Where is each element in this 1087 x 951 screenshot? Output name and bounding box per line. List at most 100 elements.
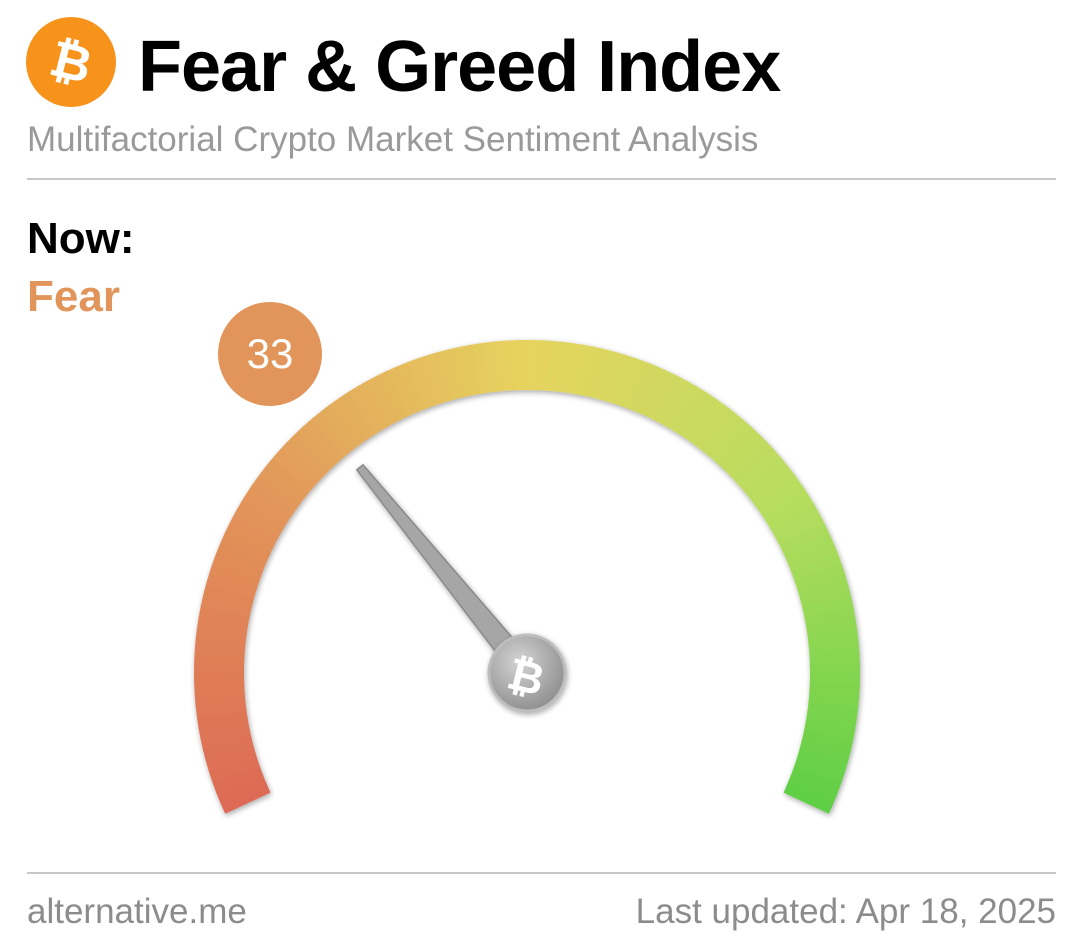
gauge-arc-segment <box>592 349 617 401</box>
gauge-arc-segment <box>743 458 790 500</box>
gauge-arc-segment <box>258 465 306 506</box>
gauge-arc-segment <box>303 417 346 464</box>
page-title: Fear & Greed Index <box>138 27 781 107</box>
gauge-arc-segment <box>804 607 856 628</box>
gauge-arc-segment <box>396 361 427 413</box>
gauge-hub: ₿ <box>487 633 567 713</box>
gauge-arc-segment <box>198 719 250 740</box>
gauge-arc-segment <box>215 773 267 804</box>
source-link[interactable]: alternative.me <box>27 892 247 931</box>
gauge-arc-segment <box>807 701 859 720</box>
gauge-arc-segment <box>220 531 271 563</box>
gauge-arc-segment <box>536 340 551 391</box>
gauge-arc-segment <box>202 583 255 608</box>
gauge-arc-segment <box>208 562 261 590</box>
gauge-arc-segment <box>803 720 856 742</box>
gauge-arc-segment <box>407 357 436 409</box>
gauge-arc-segment <box>200 594 252 618</box>
gauge-arc-segment <box>252 474 300 514</box>
gauge-arc-segment <box>749 466 797 507</box>
gauge-arc-segment <box>800 585 852 610</box>
gauge-arc-segment <box>809 682 860 698</box>
gauge-arc-segment <box>654 375 689 426</box>
gauge-arc-segment <box>786 775 838 806</box>
gauge-arc-segment <box>449 346 473 398</box>
gauge-arc-segment <box>200 728 252 751</box>
gauge-arc-segment <box>796 748 849 774</box>
gauge-arc-segment <box>797 574 849 601</box>
gauge-arc-segment <box>783 533 835 565</box>
gauge-arc-segment <box>194 681 245 696</box>
gauge-arc <box>193 339 860 814</box>
gauge-arc-segment <box>805 711 857 731</box>
gauge-arc-segment <box>205 746 257 773</box>
gauge-arc-segment <box>637 366 669 417</box>
gauge-arc-segment <box>376 370 410 421</box>
gauge-arc-segment <box>504 340 520 391</box>
gauge-arc-segment <box>736 449 783 492</box>
gauge-arc-segment <box>787 543 839 574</box>
gauge-arc-segment <box>619 358 649 410</box>
gauge-arc-segment <box>794 564 846 591</box>
sentiment-classification: Fear <box>27 272 120 321</box>
gauge-arc-segment <box>801 729 854 753</box>
bitcoin-logo-icon: ₿ <box>26 17 116 107</box>
gauge-arc-segment <box>770 503 820 539</box>
gauge-arc-segment <box>809 651 860 666</box>
gauge-arc-segment <box>357 380 393 430</box>
gauge-arc-segment <box>220 782 271 814</box>
gauge-arc-segment <box>802 596 854 619</box>
gauge-arc-segment <box>765 494 815 531</box>
gauge-arc-segment <box>246 483 295 522</box>
gauge-arc-segment <box>329 397 368 446</box>
gauge-arc-segment <box>779 523 830 556</box>
gauge-arc-segment <box>224 521 275 555</box>
gauge-arc-segment <box>196 616 249 636</box>
gauge-arc-segment <box>754 475 803 515</box>
gauge-arc-segment <box>212 764 264 794</box>
gauge-arc-segment <box>730 441 776 485</box>
gauge-arc-segment <box>493 340 510 392</box>
gauge-arc-segment <box>229 511 280 546</box>
gauge-arc-segment <box>646 370 679 422</box>
gauge-arc-segment <box>663 381 699 431</box>
gauge-arc-segment <box>807 629 859 647</box>
gauge-arc-segment <box>205 573 258 599</box>
gauge-arc-segment <box>320 404 361 452</box>
footer-divider <box>27 872 1056 874</box>
gauge-arc-segment <box>265 456 312 498</box>
gauge-arc-segment <box>545 340 563 392</box>
gauge-arc-segment <box>679 392 717 441</box>
header-divider <box>27 178 1056 180</box>
gauge-arc-segment <box>723 433 768 478</box>
gauge-arc-segment <box>628 362 659 414</box>
gauge-arc-segment <box>194 649 245 665</box>
gauge-arc-segment <box>583 346 606 399</box>
gauge-arc-segment <box>694 405 735 452</box>
gauge-arc-segment <box>806 618 858 638</box>
gauge-arc-segment <box>808 692 860 709</box>
gauge-arc-segment <box>471 342 491 394</box>
gauge-arc-segment <box>775 513 826 547</box>
gauge-arc-segment <box>417 354 445 406</box>
gauge-arc-segment <box>198 605 250 627</box>
gauge-arc-segment <box>212 552 264 581</box>
gauge-arc-segment <box>702 411 744 458</box>
gauge-arc-segment <box>194 638 246 655</box>
gauge-arc-segment <box>555 341 574 393</box>
gauge-arc-segment <box>216 541 267 572</box>
gauge-arc-segment <box>687 398 727 447</box>
gauge-arc-segment <box>783 783 834 814</box>
last-updated-text: Last updated: Apr 18, 2025 <box>635 892 1056 931</box>
gauge-arc-segment <box>311 410 353 458</box>
gauge-arc-segment <box>791 553 843 582</box>
gauge-arc-segment <box>709 418 752 465</box>
gauge-arc-segment <box>438 348 463 401</box>
gauge-arc-segment <box>574 344 596 396</box>
index-value-badge: 33 <box>218 302 322 406</box>
sentiment-gauge: ₿ <box>193 339 860 814</box>
gauge-arc-segment <box>716 426 760 471</box>
gauge-arc-segment <box>808 640 860 657</box>
gauge-arc-segment <box>338 391 376 440</box>
gauge-arc-segment <box>202 737 255 762</box>
